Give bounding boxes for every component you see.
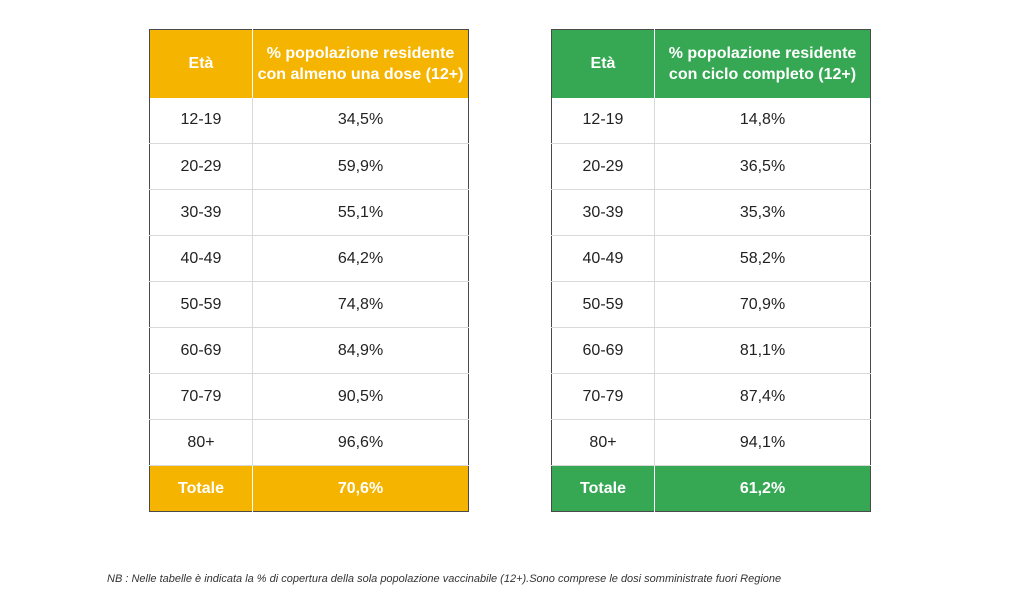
age-cell: 50-59 xyxy=(551,281,655,328)
table-row: 60-69 81,1% xyxy=(551,327,871,374)
value-cell: 59,9% xyxy=(252,143,469,190)
value-cell: 87,4% xyxy=(654,373,871,420)
value-cell: 74,8% xyxy=(252,281,469,328)
header-coverage: % popolazione residente con almeno una d… xyxy=(257,44,464,83)
total-value: 61,2% xyxy=(739,479,786,497)
table-row: 30-39 55,1% xyxy=(149,189,469,236)
age-cell: 70-79 xyxy=(551,373,655,420)
table-row: 20-29 59,9% xyxy=(149,143,469,190)
value-cell: 94,1% xyxy=(654,419,871,466)
value-cell: 55,1% xyxy=(252,189,469,236)
table-header-row: Età % popolazione residente con ciclo co… xyxy=(551,29,871,98)
header-coverage: % popolazione residente con ciclo comple… xyxy=(668,44,857,83)
first-dose-coverage-table: Età % popolazione residente con almeno u… xyxy=(149,29,469,512)
age-cell: 50-59 xyxy=(149,281,253,328)
value-cell: 90,5% xyxy=(252,373,469,420)
age-cell: 40-49 xyxy=(551,235,655,282)
age-cell: 60-69 xyxy=(551,327,655,374)
total-row: Totale 70,6% xyxy=(149,465,469,512)
total-label: Totale xyxy=(149,465,253,512)
total-label: Totale xyxy=(551,465,655,512)
value-cell: 35,3% xyxy=(654,189,871,236)
total-value: 70,6% xyxy=(337,479,384,497)
header-age: Età xyxy=(551,29,655,98)
header-age: Età xyxy=(149,29,253,98)
table-header-row: Età % popolazione residente con almeno u… xyxy=(149,29,469,98)
age-cell: 80+ xyxy=(551,419,655,466)
age-cell: 40-49 xyxy=(149,235,253,282)
table-row: 12-19 14,8% xyxy=(551,97,871,144)
value-cell: 96,6% xyxy=(252,419,469,466)
table-row: 70-79 87,4% xyxy=(551,373,871,420)
full-cycle-coverage-table: Età % popolazione residente con ciclo co… xyxy=(551,29,871,512)
table-row: 80+ 94,1% xyxy=(551,419,871,466)
total-row: Totale 61,2% xyxy=(551,465,871,512)
table-row: 80+ 96,6% xyxy=(149,419,469,466)
value-cell: 34,5% xyxy=(252,97,469,144)
table-row: 60-69 84,9% xyxy=(149,327,469,374)
value-cell: 81,1% xyxy=(654,327,871,374)
age-cell: 12-19 xyxy=(149,97,253,144)
age-cell: 60-69 xyxy=(149,327,253,374)
table-row: 12-19 34,5% xyxy=(149,97,469,144)
age-cell: 20-29 xyxy=(149,143,253,190)
value-cell: 36,5% xyxy=(654,143,871,190)
age-cell: 30-39 xyxy=(551,189,655,236)
table-row: 20-29 36,5% xyxy=(551,143,871,190)
table-row: 50-59 74,8% xyxy=(149,281,469,328)
age-cell: 30-39 xyxy=(149,189,253,236)
table-row: 30-39 35,3% xyxy=(551,189,871,236)
table-row: 50-59 70,9% xyxy=(551,281,871,328)
table-row: 40-49 58,2% xyxy=(551,235,871,282)
age-cell: 12-19 xyxy=(551,97,655,144)
age-cell: 80+ xyxy=(149,419,253,466)
value-cell: 58,2% xyxy=(654,235,871,282)
table-row: 70-79 90,5% xyxy=(149,373,469,420)
table-row: 40-49 64,2% xyxy=(149,235,469,282)
age-cell: 20-29 xyxy=(551,143,655,190)
value-cell: 14,8% xyxy=(654,97,871,144)
footnote: NB : Nelle tabelle è indicata la % di co… xyxy=(107,573,782,585)
value-cell: 84,9% xyxy=(252,327,469,374)
age-cell: 70-79 xyxy=(149,373,253,420)
value-cell: 64,2% xyxy=(252,235,469,282)
value-cell: 70,9% xyxy=(654,281,871,328)
